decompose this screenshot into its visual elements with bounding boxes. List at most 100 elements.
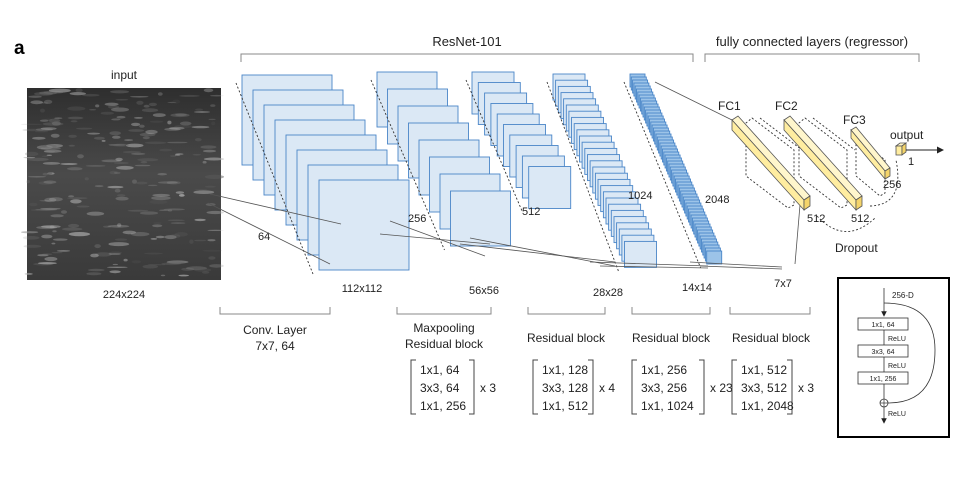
fc1-label: FC1 [718,99,741,113]
stage-bracket [396,307,492,315]
feature-map-stacks: 64 112x112 256 56x56 512 28x28 1024 14x14 2048 7x… [235,71,792,299]
inset-layer-1-label: 1x1, 64 [872,322,895,329]
depth-bracket [623,81,702,269]
resnet-header: ResNet-101 [240,34,694,62]
stage-name-line: Residual block [527,331,606,345]
feature-map [450,190,511,247]
stage-name-line: Maxpooling [413,321,474,335]
depth-bracket [465,79,524,213]
fc3-label: FC3 [843,113,866,127]
input-image [27,88,221,280]
stage-3-size: 28x28 [593,287,623,299]
stage-2-stack: 256 56x56 [370,71,511,297]
fc1-layer [731,115,811,212]
matrix-bracket-right [787,359,793,415]
block-layer: 1x1, 256 [420,399,466,413]
block-repeat: x 23 [710,381,733,395]
block-layer: 3x3, 64 [420,381,460,395]
stage-2-size: 56x56 [469,285,499,297]
inset-layer-2-label: 3x3, 64 [872,349,895,356]
stage-3-channels: 512 [522,206,540,218]
stage-4-size: 14x14 [682,282,712,294]
stage-4-description: Residual block 1x1, 256 3x3, 256 1x1, 1024 x… [631,307,733,415]
stage-2-description: Maxpooling Residual block 1x1, 64 3x3, 64 1x… [396,307,496,415]
block-layer: 1x1, 2048 [741,399,794,413]
inset-layer-3-label: 1x1, 256 [870,376,897,383]
panel-a-label: a [14,38,25,59]
stage-bracket [219,307,331,315]
stage-1-size: 112x112 [342,283,383,295]
inset-layer-1 [857,317,909,331]
stage-1-channels: 64 [258,231,270,243]
matrix-bracket-left [532,359,538,415]
stage-5-channels: 2048 [705,194,729,206]
fc3-layer [850,126,891,181]
stage-name-line: Residual block [632,331,711,345]
stage-bracket [527,307,606,315]
inset-relu-3: ReLU [888,411,906,418]
input-title: input [111,68,138,82]
resnet-title: ResNet-101 [432,34,501,49]
matrix-bracket-right [699,359,705,415]
stage-descriptions: Conv. Layer 7x7, 64 Maxpooling Residual blo… [219,307,814,415]
block-layer: 3x3, 256 [641,381,687,395]
block-repeat: x 3 [480,381,496,395]
input-speckle [20,88,225,277]
input-image-group: input 224x224 [20,68,225,301]
matrix-bracket-left [631,359,637,415]
stage-1-description: Conv. Layer 7x7, 64 [219,307,331,353]
block-layer: 1x1, 128 [542,363,588,377]
inset-skip-connection [883,302,936,404]
depth-bracket [546,81,619,272]
stage-name-line: Residual block [732,331,811,345]
matrix-bracket-right [469,359,475,415]
depth-bracket [370,79,445,251]
stage-bracket [631,307,711,315]
matrix-bracket-right [588,359,594,415]
output-units: 1 [908,156,914,168]
inset-layer-2 [857,344,909,358]
block-layer: 1x1, 256 [641,363,687,377]
block-repeat: x 3 [798,381,814,395]
feature-map [706,250,723,265]
stage-5-size: 7x7 [774,278,792,290]
output-unit [894,142,908,156]
matrix-bracket-left [410,359,416,415]
fc1-units: 512 [807,213,825,225]
feature-map [528,166,572,209]
block-repeat: x 4 [599,381,615,395]
stage-3-description: Residual block 1x1, 128 3x3, 128 1x1, 512 x … [527,307,615,415]
stage-name-line: 7x7, 64 [255,339,295,353]
fc2-units: 512 [851,213,869,225]
block-layer: 1x1, 512 [741,363,787,377]
stage-5-description: Residual block 1x1, 512 3x3, 512 1x1, 2048 x… [729,307,814,415]
dropout-label: Dropout [835,241,878,255]
inset-relu-1: ReLU [888,336,906,343]
fc-title: fully connected layers (regressor) [716,34,908,49]
fc2-label: FC2 [775,99,798,113]
fc-header: fully connected layers (regressor) [704,34,920,62]
block-layer: 1x1, 64 [420,363,460,377]
feature-map [318,179,410,271]
stage-2-channels: 256 [408,213,426,225]
stage-3-stack: 512 28x28 [465,71,623,299]
block-layer: 1x1, 512 [542,399,588,413]
block-layer: 3x3, 512 [741,381,787,395]
block-layer: 3x3, 128 [542,381,588,395]
projection-lines [207,81,801,270]
inset-frame [837,277,950,438]
stage-1-stack: 64 112x112 [235,74,410,295]
stage-4-channels: 1024 [628,190,652,202]
output-label: output [890,128,924,142]
stage-name-line: Conv. Layer [243,323,307,337]
inset-input-dim: 256-D [892,291,914,300]
stage-5-stack: 2048 7x7 [623,73,792,290]
stage-name-line: Residual block [405,337,484,351]
bottleneck-inset: 256-D 1x1, 64 ReLU 3x3, 64 ReLU 1x1, 256… [837,277,950,438]
fc-layers: FC1 FC2 FC3 output 512 512 256 1 Dropout [718,99,944,255]
inset-layer-3 [857,371,909,385]
matrix-bracket-left [731,359,737,415]
input-size: 224x224 [103,289,145,301]
fc3-units: 256 [883,179,901,191]
